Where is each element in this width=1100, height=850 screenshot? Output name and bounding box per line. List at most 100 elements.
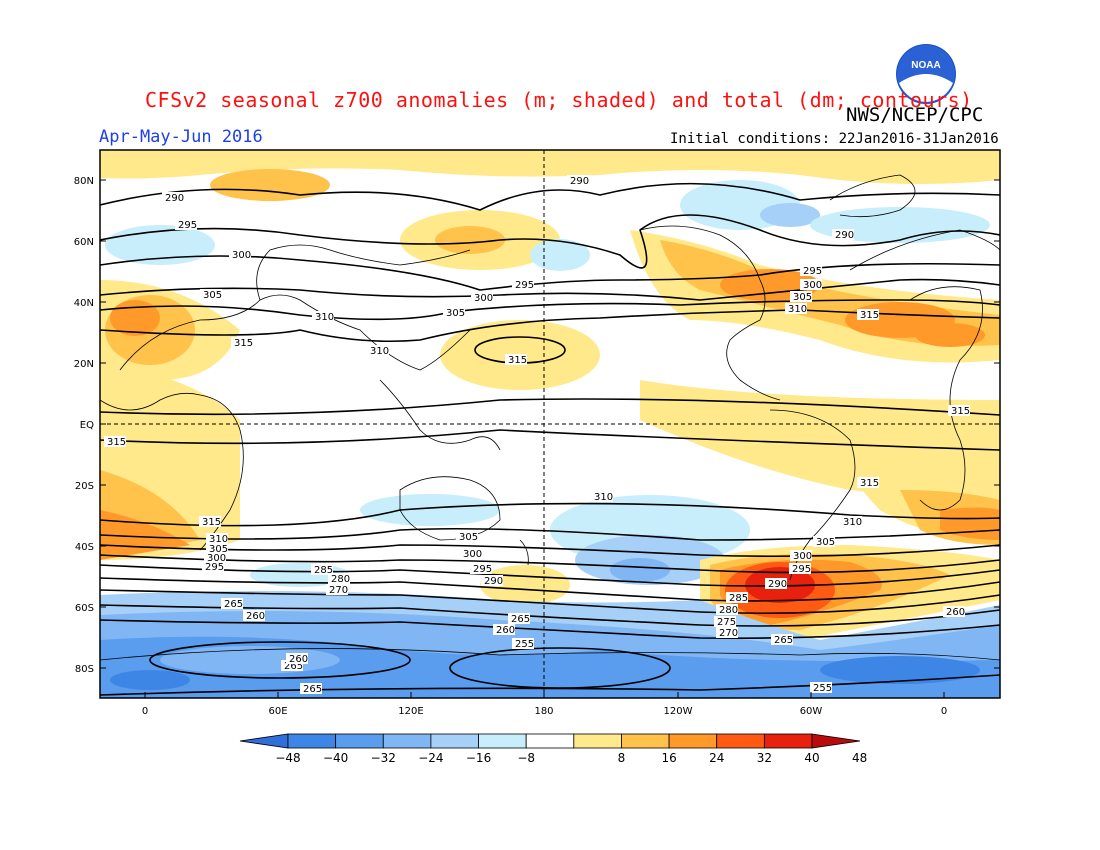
colorbar-swatch <box>763 733 813 749</box>
colorbar-swatch <box>668 733 718 749</box>
colorbar-swatch <box>335 733 384 749</box>
lat-label: 40N <box>74 298 94 309</box>
contour-label: 285 <box>314 565 333 576</box>
lon-label: 180 <box>534 706 553 717</box>
contour-label: 305 <box>209 544 228 555</box>
contour-label: 315 <box>508 355 527 366</box>
contour-label: 300 <box>803 280 822 291</box>
total-contours <box>100 182 1000 696</box>
contour-label: 315 <box>234 338 253 349</box>
colorbar-swatch <box>287 733 337 749</box>
colorbar-tick-label: −32 <box>371 751 396 765</box>
contour-label: 305 <box>816 537 835 548</box>
season-label: Apr-May-Jun 2016 <box>99 127 263 147</box>
chart-title: CFSv2 seasonal z700 anomalies (m; shaded… <box>145 88 973 112</box>
contour-label: 260 <box>496 625 515 636</box>
contour-label: 305 <box>203 290 222 301</box>
colorbar-tick-label: 8 <box>618 751 626 765</box>
lat-label: 20N <box>74 359 94 370</box>
noaa-logo: NOAA <box>895 43 957 105</box>
contour-label: 295 <box>792 564 811 575</box>
lat-label: EQ <box>80 420 94 431</box>
contour-label: 310 <box>370 346 389 357</box>
colorbar-arrow-high <box>811 733 861 749</box>
contour-label: 295 <box>473 564 492 575</box>
contour-label: 290 <box>484 576 503 587</box>
contour-label: 265 <box>303 684 322 695</box>
contour-label: 315 <box>107 437 126 448</box>
contour-label: 260 <box>946 607 965 618</box>
contour-label: 295 <box>515 280 534 291</box>
colorbar-tick-label: −8 <box>517 751 535 765</box>
colorbar-tick-label: −48 <box>275 751 300 765</box>
colorbar-swatch <box>382 733 432 749</box>
colorbar: −48 −40 −32 −24 −16 −8 8 16 24 32 40 48 <box>239 733 867 765</box>
contour-label: 310 <box>788 304 807 315</box>
colorbar-tick-label: −16 <box>466 751 491 765</box>
contour-label: 300 <box>232 250 251 261</box>
contour-label: 305 <box>793 292 812 303</box>
contour-labels: 290 290 290 295 295 295 300 300 300 305 … <box>104 175 970 695</box>
contour-label: 295 <box>803 266 822 277</box>
contour-label: 305 <box>459 532 478 543</box>
contour-label: 275 <box>717 617 736 628</box>
lat-label: 60N <box>74 237 94 248</box>
contour-label: 300 <box>793 551 812 562</box>
contour-label: 285 <box>729 593 748 604</box>
reference-lines <box>100 150 1000 698</box>
contour-label: 295 <box>205 562 224 573</box>
colorbar-swatch <box>430 733 479 749</box>
coastlines <box>100 174 1000 661</box>
contour-label: 290 <box>768 579 787 590</box>
contour-label: 265 <box>284 661 303 672</box>
contour-label: 300 <box>474 293 493 304</box>
contour-label: 300 <box>207 553 226 564</box>
contour-label: 260 <box>289 654 308 665</box>
contour-label: 315 <box>951 406 970 417</box>
contour-label: 255 <box>813 683 832 694</box>
lat-label: 40S <box>75 542 94 553</box>
colorbar-arrow-low <box>239 733 289 749</box>
colorbar-swatch <box>525 733 575 749</box>
contour-label: 305 <box>446 308 465 319</box>
contour-label: 265 <box>774 635 793 646</box>
contour-label: 290 <box>165 193 184 204</box>
colorbar-swatch <box>478 733 527 749</box>
colorbar-tick-label: 40 <box>804 751 819 765</box>
contour-label: 300 <box>463 549 482 560</box>
contour-label: 315 <box>860 310 879 321</box>
colorbar-swatch <box>716 733 765 749</box>
noaa-logo-text: NOAA <box>911 60 940 71</box>
lat-label: 80S <box>75 664 94 675</box>
colorbar-tick-label: 16 <box>661 751 676 765</box>
colorbar-tick-label: 32 <box>757 751 772 765</box>
agency-label: NWS/NCEP/CPC <box>846 104 984 126</box>
contour-label: 310 <box>209 534 228 545</box>
contour-label: 280 <box>331 574 350 585</box>
lon-label: 60E <box>268 706 287 717</box>
contour-label: 295 <box>178 220 197 231</box>
colorbar-swatch <box>573 733 622 749</box>
lat-label: 20S <box>75 481 94 492</box>
map-area: 290 290 290 295 295 295 300 300 300 305 … <box>100 150 1000 698</box>
colorbar-tick-label: −40 <box>323 751 348 765</box>
lon-label: 0 <box>941 706 947 717</box>
lat-label: 80N <box>74 176 94 187</box>
initial-conditions-label: Initial conditions: 22Jan2016-31Jan2016 <box>670 131 999 147</box>
contour-label: 290 <box>835 230 854 241</box>
lon-label: 120E <box>398 706 423 717</box>
colorbar-swatch <box>621 733 670 749</box>
contour-label: 265 <box>224 599 243 610</box>
colorbar-tick-label: 48 <box>852 751 867 765</box>
contour-label: 280 <box>719 605 738 616</box>
contour-label: 310 <box>843 517 862 528</box>
contour-label: 260 <box>246 611 265 622</box>
contour-label: 310 <box>315 312 334 323</box>
contour-label: 265 <box>511 614 530 625</box>
longitude-axis: 0 60E 120E 180 120W 60W 0 <box>142 692 947 717</box>
lon-label: 120W <box>664 706 693 717</box>
contour-label: 315 <box>202 517 221 528</box>
contour-label: 255 <box>515 639 534 650</box>
contour-label: 315 <box>860 478 879 489</box>
